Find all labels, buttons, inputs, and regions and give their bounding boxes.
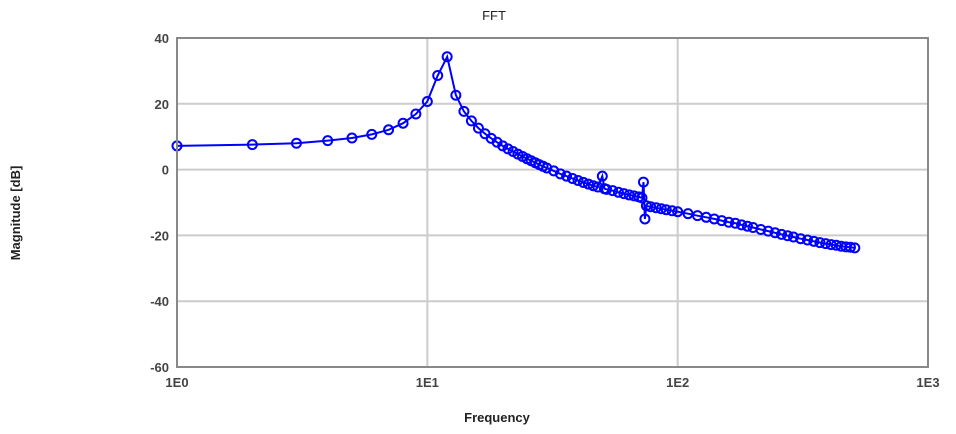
data-point	[561, 170, 573, 182]
data-point	[322, 135, 334, 147]
y-tick-label: -40	[150, 294, 169, 309]
data-point	[432, 70, 444, 82]
data-point	[729, 217, 741, 229]
data-point	[801, 234, 813, 246]
data-point	[849, 242, 861, 254]
data-point	[666, 205, 678, 217]
x-tick-label: 1E2	[666, 375, 689, 390]
data-point	[421, 95, 433, 107]
data-point	[736, 219, 748, 231]
data-point	[776, 228, 788, 240]
data-point	[782, 230, 794, 242]
data-point	[246, 139, 258, 151]
data-point	[660, 204, 672, 216]
x-tick-label: 1E0	[165, 375, 188, 390]
data-point	[723, 216, 735, 228]
data-point	[672, 206, 684, 218]
data-point	[820, 238, 832, 250]
grid	[176, 37, 929, 368]
x-tick-label: 1E1	[416, 375, 439, 390]
data-point	[787, 231, 799, 243]
data-point	[639, 213, 651, 225]
data-point	[472, 122, 484, 134]
data-point	[397, 117, 409, 129]
data-point	[708, 213, 720, 225]
data-point	[548, 165, 560, 177]
data-point	[645, 201, 657, 213]
x-axis-label: Frequency	[464, 410, 531, 425]
data-point	[290, 137, 302, 149]
data-point	[640, 200, 652, 212]
data-point	[755, 223, 767, 235]
x-tick-label: 1E3	[916, 375, 939, 390]
data-point	[587, 180, 599, 192]
data-point	[465, 115, 477, 127]
chart-title: FFT	[482, 8, 506, 23]
data-point	[572, 174, 584, 186]
data-point	[636, 192, 648, 204]
data-point	[582, 178, 594, 190]
data-point	[566, 172, 578, 184]
data-point	[554, 168, 566, 180]
data-point	[596, 170, 608, 182]
y-tick-label: -20	[150, 228, 169, 243]
data-point	[808, 235, 820, 247]
data-point	[618, 188, 630, 200]
y-tick-label: -60	[150, 360, 169, 375]
data-point	[825, 239, 837, 251]
data-point	[741, 220, 753, 232]
data-point	[441, 51, 453, 63]
y-tick-label: 0	[162, 163, 169, 178]
data-point	[346, 132, 358, 144]
data-point	[612, 186, 624, 198]
data-point	[383, 124, 395, 136]
data-point	[637, 176, 649, 188]
series-markers	[171, 51, 861, 254]
data-point	[577, 176, 589, 188]
data-point	[623, 189, 635, 201]
data-point	[607, 185, 619, 197]
data-point	[769, 227, 781, 239]
data-point	[458, 105, 470, 117]
data-point	[762, 225, 774, 237]
data-point	[795, 233, 807, 245]
data-point	[366, 128, 378, 140]
data-point	[655, 203, 667, 215]
series-line	[176, 53, 855, 249]
y-axis-label: Magnitude [dB]	[8, 166, 23, 261]
data-point	[601, 183, 613, 195]
y-tick-label: 20	[155, 97, 169, 112]
data-point	[450, 89, 462, 101]
data-point	[410, 108, 422, 120]
data-point	[497, 140, 509, 152]
data-point	[716, 215, 728, 227]
data-point	[844, 241, 856, 253]
plot-frame	[176, 37, 929, 368]
data-point	[814, 237, 826, 249]
y-tick-label: 40	[155, 31, 169, 46]
data-point	[650, 202, 662, 214]
